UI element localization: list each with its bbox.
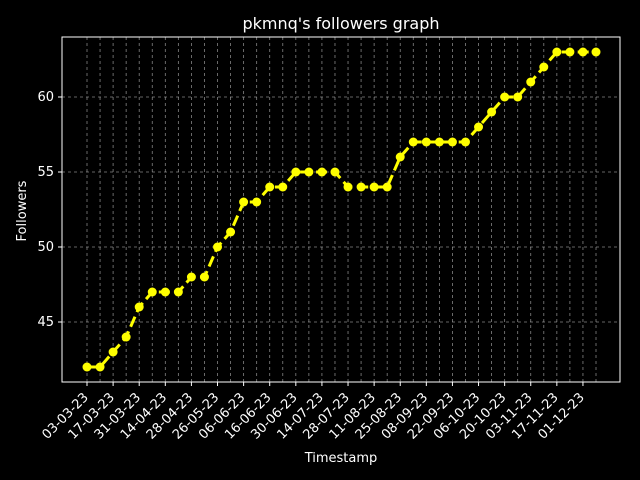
data-point [173, 287, 183, 297]
data-point [239, 197, 249, 207]
grid-lines [62, 37, 620, 382]
data-point [317, 167, 327, 177]
data-point [356, 182, 366, 192]
data-point [291, 167, 301, 177]
data-point [421, 137, 431, 147]
data-point [369, 182, 379, 192]
data-point [213, 242, 223, 252]
y-tick-label: 55 [37, 165, 54, 180]
data-point [121, 332, 131, 342]
data-point [278, 182, 288, 192]
data-point [513, 92, 523, 102]
data-point [487, 107, 497, 117]
y-tick-label: 50 [37, 240, 54, 255]
data-point [408, 137, 418, 147]
plot-frame [61, 36, 621, 383]
series-line [87, 50, 596, 369]
data-point [82, 362, 92, 372]
data-point [434, 137, 444, 147]
chart-title: pkmnq's followers graph [243, 14, 440, 33]
data-point [147, 287, 157, 297]
data-point [108, 347, 118, 357]
data-point [252, 197, 262, 207]
data-point [447, 137, 457, 147]
data-point [160, 287, 170, 297]
data-point [226, 227, 236, 237]
data-point [343, 182, 353, 192]
y-axis-ticks: 45 50 55 60 [37, 90, 62, 330]
data-point [395, 152, 405, 162]
data-point [552, 47, 562, 57]
y-tick-label: 60 [37, 90, 54, 105]
data-point [500, 92, 510, 102]
data-point [134, 302, 144, 312]
data-point [526, 77, 536, 87]
data-point [304, 167, 314, 177]
data-point [565, 47, 575, 57]
y-tick-label: 45 [37, 315, 54, 330]
data-point [95, 362, 105, 372]
data-point [460, 137, 470, 147]
data-point [330, 167, 340, 177]
data-point [578, 47, 588, 57]
data-point [591, 47, 601, 57]
data-point [382, 182, 392, 192]
x-axis-label: Timestamp [304, 451, 378, 466]
data-point [265, 182, 275, 192]
data-point [186, 272, 196, 282]
data-point [539, 62, 549, 72]
data-point [199, 272, 209, 282]
y-axis-label: Followers [15, 180, 30, 241]
followers-series [82, 47, 601, 372]
data-point [474, 122, 484, 132]
